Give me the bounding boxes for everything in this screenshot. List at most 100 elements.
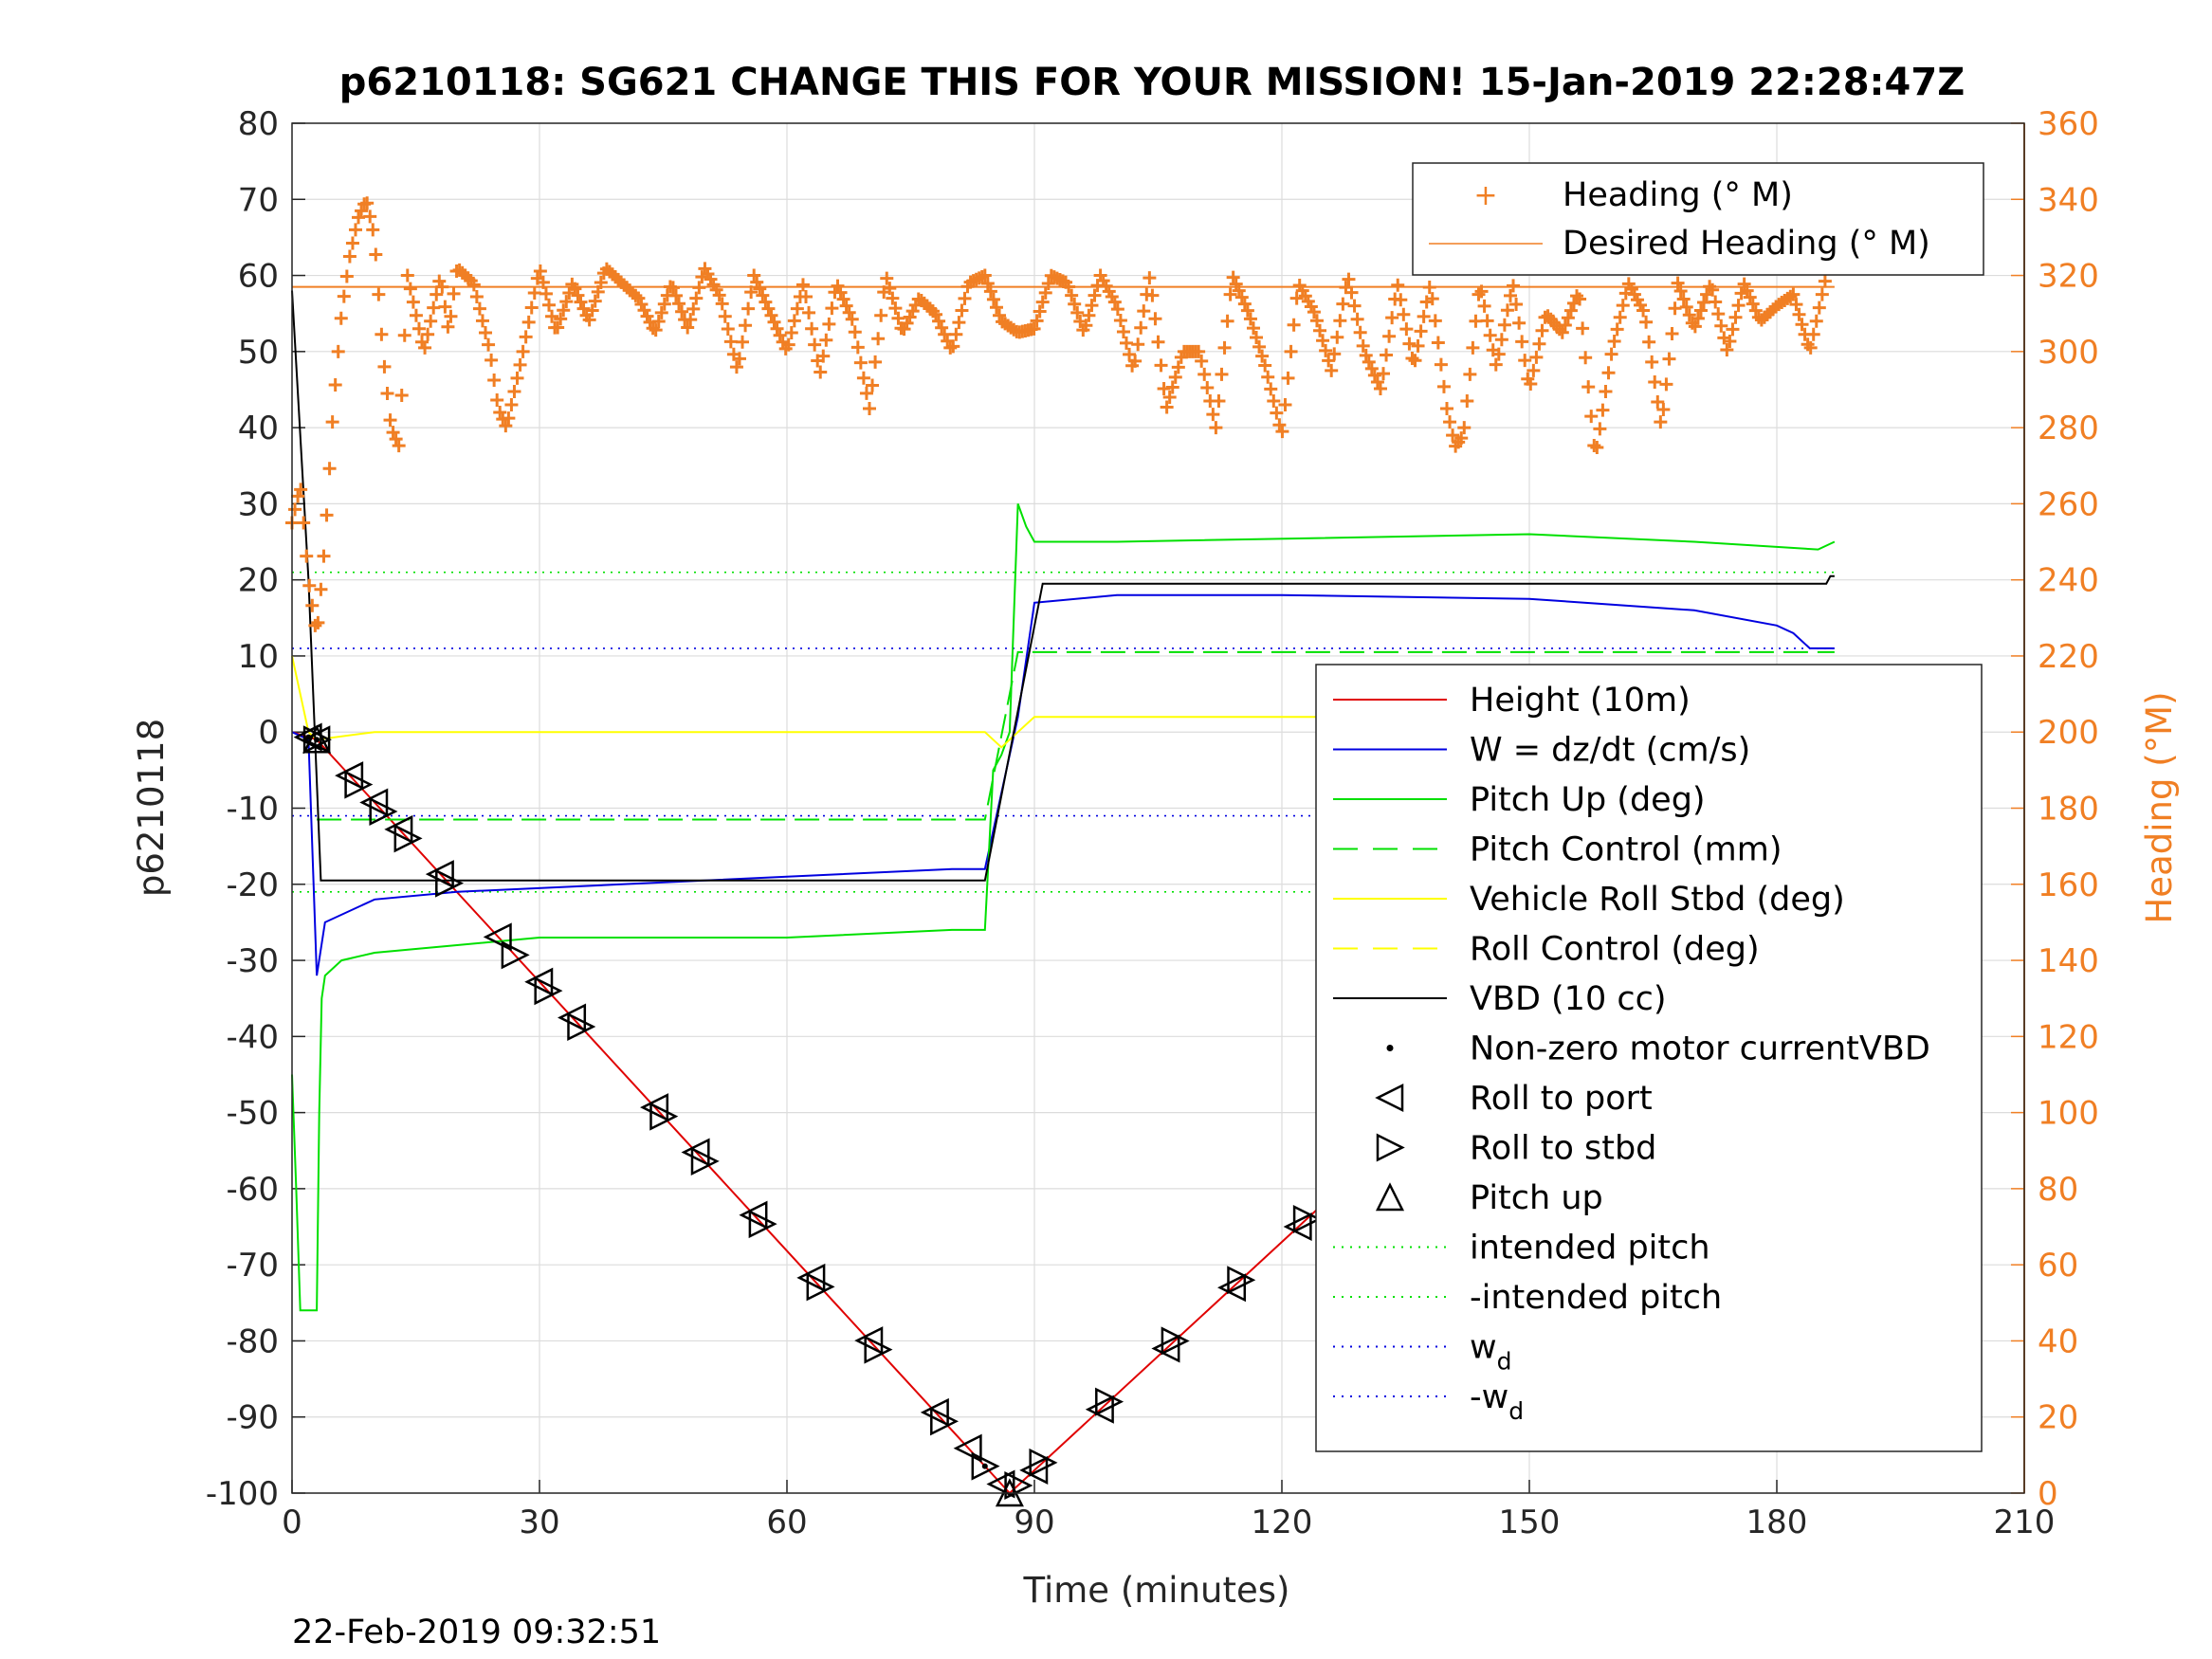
heading-marker xyxy=(1422,280,1436,294)
y-tick-label: 70 xyxy=(238,181,279,219)
heading-marker xyxy=(629,288,643,302)
heading-marker xyxy=(802,305,816,319)
heading-marker xyxy=(334,311,348,325)
motor-current-dot xyxy=(981,1463,988,1469)
heading-marker xyxy=(1668,301,1682,316)
heading-marker xyxy=(1723,334,1737,348)
heading-marker xyxy=(1466,340,1480,355)
heading-marker xyxy=(294,483,308,497)
heading-marker xyxy=(721,322,735,337)
heading-marker xyxy=(435,280,449,294)
heading-marker xyxy=(1593,422,1607,436)
heading-marker xyxy=(524,301,539,315)
heading-marker xyxy=(819,333,833,347)
heading-marker xyxy=(903,310,917,324)
heading-marker xyxy=(317,549,331,563)
heading-marker xyxy=(761,301,776,316)
heading-marker xyxy=(1815,287,1829,301)
roll-to-stbd-marker xyxy=(344,770,374,799)
series-line-3 xyxy=(291,503,1836,1312)
print-timestamp: 22-Feb-2019 09:32:51 xyxy=(292,1613,661,1651)
heading-marker xyxy=(1555,325,1569,339)
heading-marker xyxy=(377,359,392,374)
heading-marker xyxy=(866,378,880,392)
heading-marker xyxy=(732,352,746,366)
heading-marker xyxy=(1275,425,1289,439)
roll-to-stbd-marker xyxy=(393,824,423,853)
motor-current-dot xyxy=(314,737,320,743)
heading-marker xyxy=(935,320,949,335)
legend-label: Pitch Control (mm) xyxy=(1470,831,1782,869)
heading-marker xyxy=(1397,307,1411,321)
heading-marker xyxy=(863,402,876,416)
roll-to-port-marker xyxy=(1151,1334,1180,1363)
heading-marker xyxy=(594,275,608,289)
heading-marker xyxy=(891,311,905,325)
heading-marker xyxy=(588,294,602,308)
heading-marker xyxy=(1783,289,1798,303)
heading-marker xyxy=(675,304,689,319)
heading-marker xyxy=(1278,398,1292,412)
heading-marker xyxy=(1309,314,1324,328)
heading-marker xyxy=(1035,295,1050,309)
heading-marker xyxy=(839,299,853,313)
heading-marker xyxy=(1561,311,1575,325)
heading-marker xyxy=(1671,276,1685,290)
heading-marker xyxy=(1062,280,1076,294)
heading-marker xyxy=(427,301,441,315)
roll-to-stbd-marker xyxy=(302,725,332,755)
heading-marker xyxy=(1596,403,1610,417)
heading-marker xyxy=(1405,352,1419,366)
heading-marker xyxy=(1642,335,1656,349)
heading-marker xyxy=(1425,292,1439,306)
heading-marker xyxy=(1812,301,1826,315)
heading-marker xyxy=(805,321,819,336)
heading-marker xyxy=(1128,354,1143,368)
heading-marker xyxy=(444,309,458,323)
heading-marker xyxy=(1483,328,1497,342)
roll-to-port-marker xyxy=(483,922,512,952)
heading-marker xyxy=(1792,307,1806,321)
heading-marker xyxy=(646,321,660,336)
heading-marker xyxy=(487,373,502,387)
heading-marker xyxy=(1209,421,1223,435)
heading-marker xyxy=(411,321,426,336)
heading-marker xyxy=(1665,326,1679,340)
y2-tick-label: 100 xyxy=(2038,1095,2099,1133)
heading-marker xyxy=(1691,311,1705,325)
heading-marker xyxy=(424,314,438,328)
heading-marker xyxy=(1651,395,1665,410)
heading-marker xyxy=(314,582,328,596)
roll-to-stbd-marker xyxy=(1004,1470,1033,1500)
heading-marker xyxy=(1229,277,1243,291)
heading-legend-label: Heading (° M) xyxy=(1563,176,1793,214)
heading-marker xyxy=(1162,391,1177,404)
chart-title: p6210118: SG621 CHANGE THIS FOR YOUR MIS… xyxy=(339,61,1965,104)
legend-label: -intended pitch xyxy=(1470,1279,1722,1317)
heading-marker xyxy=(1134,320,1148,335)
heading-marker xyxy=(1477,299,1491,313)
heading-marker xyxy=(369,247,383,262)
heading-marker xyxy=(527,286,541,301)
heading-marker xyxy=(790,301,804,316)
heading-marker xyxy=(1746,297,1760,311)
roll-to-stbd-marker xyxy=(971,1451,1000,1481)
heading-marker xyxy=(736,335,750,349)
heading-marker xyxy=(744,285,759,300)
heading-marker xyxy=(1382,329,1397,343)
roll-to-port-marker xyxy=(986,1469,1015,1499)
heading-marker xyxy=(955,303,969,318)
heading-marker xyxy=(325,415,339,429)
heading-marker xyxy=(1287,318,1301,332)
heading-marker xyxy=(868,355,883,369)
heading-marker xyxy=(1240,303,1254,318)
heading-marker xyxy=(808,337,822,352)
heading-marker xyxy=(795,278,810,292)
heading-marker xyxy=(1489,357,1503,372)
heading-marker xyxy=(366,223,380,237)
heading-marker xyxy=(756,288,770,302)
heading-marker xyxy=(781,337,795,352)
heading-marker xyxy=(585,303,599,318)
roll-to-stbd-marker xyxy=(649,1102,679,1131)
heading-marker xyxy=(856,371,870,385)
